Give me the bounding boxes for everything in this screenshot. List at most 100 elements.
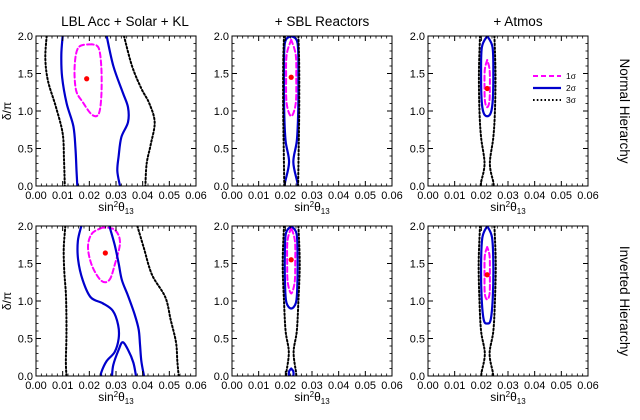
x-tick-label: 0.02	[275, 380, 296, 392]
contour-group	[62, 226, 180, 376]
x-tick-label: 0.05	[159, 380, 180, 392]
contour-3sigma	[297, 36, 301, 186]
contour-3sigma	[44, 36, 66, 186]
panel-4: 0.00 0.01 0.02 0.03 0.04 0.05 0.06 0.0 0.5 1.0 1.5…	[0, 221, 207, 406]
y-tick-label: 2.0	[214, 221, 229, 233]
best-fit-point	[102, 250, 108, 256]
x-tick-label: 0.06	[381, 380, 402, 392]
x-tick-label: 0.03	[301, 190, 322, 202]
y-tick-label: 1.5	[214, 69, 229, 81]
row-label-normal: Normal Hierarchy	[617, 58, 632, 163]
y-tick-label: 2.0	[410, 221, 425, 233]
contour-group	[282, 36, 301, 186]
contour-2sigma	[290, 36, 300, 186]
x-label-theta: θ	[314, 200, 321, 214]
contour-1sigma	[483, 59, 491, 109]
y-tick-label: 1.5	[410, 69, 425, 81]
contour-1sigma	[483, 246, 491, 301]
x-tick-label: 0.03	[497, 190, 518, 202]
best-fit-point	[84, 76, 90, 82]
x-tick-label: 0.06	[185, 190, 206, 202]
y-tick-label: 1.0	[214, 296, 229, 308]
x-tick-label: 0.01	[52, 380, 73, 392]
contour-2sigma	[108, 226, 146, 376]
x-label-sub: 13	[321, 207, 330, 216]
y-tick-label: 1.5	[18, 259, 33, 271]
x-tick-label: 0.03	[497, 380, 518, 392]
column-title-3: + Atmos	[493, 14, 542, 29]
y-tick-label: 0.5	[410, 334, 425, 346]
x-tick-label: 0.04	[328, 380, 349, 392]
contour-1sigma	[286, 226, 297, 295]
y-tick-label: 1.0	[18, 106, 33, 118]
contour-2sigma	[60, 36, 79, 186]
x-tick-label: 0.06	[577, 380, 598, 392]
y-tick-label: 0.5	[18, 144, 33, 156]
contour-1sigma	[87, 226, 121, 284]
x-tick-label: 0.00	[25, 380, 46, 392]
x-tick-label: 0.00	[221, 190, 242, 202]
x-label-sub: 13	[125, 397, 134, 406]
x-tick-label: 0.00	[25, 190, 46, 202]
x-tick-label: 0.05	[355, 190, 376, 202]
y-tick-label: 1.0	[18, 296, 33, 308]
x-axis-label: sin2θ13	[98, 200, 134, 216]
x-label-sup: 2	[506, 200, 511, 209]
x-axis-label: sin2θ13	[98, 390, 134, 406]
row-label-inverted: Inverted Hierarchy	[617, 246, 632, 357]
x-label-sup: 2	[506, 390, 511, 399]
y-tick-label: 0.0	[18, 181, 33, 193]
x-tick-label: 0.00	[417, 190, 438, 202]
x-tick-label: 0.03	[105, 380, 126, 392]
panel-frame	[427, 35, 589, 187]
x-tick-label: 0.06	[185, 380, 206, 392]
panel-5: 0.00 0.01 0.02 0.03 0.04 0.05 0.06 0.0 0.5 1.0 1.5…	[214, 221, 403, 406]
best-fit-point	[484, 272, 490, 278]
contour-group	[281, 226, 301, 376]
y-tick-label: 2.0	[410, 31, 425, 43]
x-label-sub: 13	[517, 397, 526, 406]
y-tick-label: 0.0	[214, 181, 229, 193]
y-axis-label: δ/π	[0, 102, 14, 120]
x-tick-label: 0.01	[248, 190, 269, 202]
y-tick-label: 0.5	[214, 144, 229, 156]
column-title-2: + SBL Reactors	[275, 14, 370, 29]
x-tick-label: 0.03	[301, 380, 322, 392]
contour-2sigma	[105, 36, 130, 186]
x-tick-label: 0.06	[577, 190, 598, 202]
x-tick-label: 0.04	[524, 380, 545, 392]
x-label-base: sin	[294, 390, 309, 404]
contour-1sigma	[73, 43, 103, 118]
contour-2sigma	[287, 367, 295, 376]
x-tick-label: 0.05	[159, 190, 180, 202]
contour-group	[477, 36, 497, 186]
y-tick-label: 1.5	[18, 69, 33, 81]
x-label-sub: 13	[517, 207, 526, 216]
x-label-base: sin	[98, 390, 113, 404]
contour-group	[477, 226, 497, 376]
x-tick-label: 0.02	[79, 380, 100, 392]
x-tick-label: 0.01	[52, 190, 73, 202]
contour-2sigma	[479, 36, 495, 118]
x-tick-label: 0.00	[221, 380, 242, 392]
contour-3sigma	[281, 226, 290, 376]
legend-label-2sigma: 2σ	[566, 83, 577, 93]
x-label-theta: θ	[510, 200, 517, 214]
y-tick-label: 0.5	[214, 334, 229, 346]
y-tick-label: 0.0	[410, 181, 425, 193]
x-tick-label: 0.02	[471, 380, 492, 392]
contour-3sigma	[488, 226, 497, 376]
x-tick-label: 0.06	[381, 190, 402, 202]
x-label-base: sin	[294, 200, 309, 214]
best-fit-point	[484, 85, 490, 92]
x-tick-label: 0.01	[248, 380, 269, 392]
y-tick-label: 0.0	[410, 371, 425, 383]
y-tick-label: 1.5	[214, 259, 229, 271]
x-label-sup: 2	[114, 200, 119, 209]
x-label-base: sin	[98, 200, 113, 214]
x-tick-label: 0.05	[355, 380, 376, 392]
panels: 0.00 0.01 0.02 0.03 0.04 0.05 0.060.00.51.01.5…	[0, 31, 599, 406]
x-label-base: sin	[490, 200, 505, 214]
best-fit-point	[288, 74, 294, 80]
